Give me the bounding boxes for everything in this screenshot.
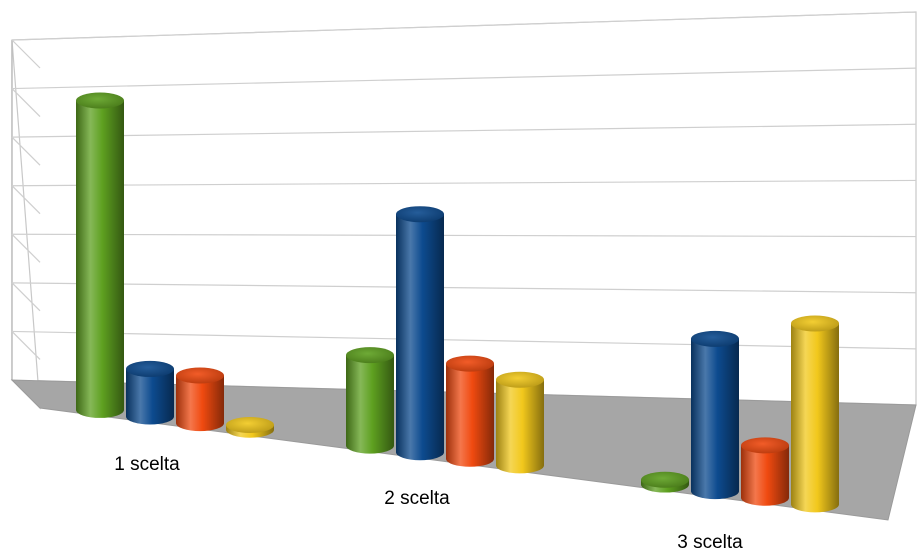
bar-1-1 [76, 92, 124, 418]
category-label: 3 scelta [677, 532, 743, 551]
gridline [11, 330, 917, 350]
gridline [11, 233, 917, 238]
side-gridline [11, 185, 41, 215]
bar-body [741, 445, 789, 506]
bar-3-1 [641, 471, 689, 493]
gridline [11, 179, 917, 187]
side-gridline [11, 88, 41, 117]
side-gridline [11, 39, 41, 69]
bar-top [396, 206, 444, 223]
bar-top [446, 355, 494, 372]
bar-top [346, 347, 394, 364]
bar-3-3 [741, 437, 789, 506]
side-gridline [11, 136, 41, 166]
bar-1-3 [176, 367, 224, 432]
bar-top [641, 471, 689, 488]
bar-body [691, 338, 739, 500]
category-label: 1 scelta [114, 454, 180, 475]
side-gridline [11, 331, 41, 360]
bar-body [126, 368, 174, 425]
bar-3-4 [791, 315, 840, 513]
bar-2-3 [446, 355, 494, 467]
bar-body [76, 100, 124, 418]
bar-top [76, 92, 124, 109]
bar-1-4 [226, 416, 274, 438]
gridline [11, 123, 917, 138]
bar-body [176, 375, 224, 432]
bar-top [126, 360, 174, 377]
bar-2-1 [346, 347, 394, 454]
bar-2-4 [496, 371, 544, 474]
bar-body [496, 379, 544, 474]
category-label: 2 scelta [384, 488, 450, 509]
bar-body [396, 214, 444, 461]
chart-bars [76, 92, 840, 513]
bar-1-2 [126, 360, 174, 425]
bar-top [496, 371, 544, 388]
bar-2-2 [396, 206, 444, 461]
bar-top [176, 367, 224, 384]
gridline [11, 11, 917, 41]
bar-3-2 [691, 330, 739, 500]
gridline [11, 67, 917, 90]
bar-top [741, 437, 789, 454]
bar-body [446, 363, 494, 467]
gridline [11, 282, 917, 294]
side-gridline [11, 233, 41, 263]
category-labels: 1 scelta 2 scelta 3 scelta [114, 454, 743, 551]
side-gridline [11, 282, 41, 312]
bar-top [791, 315, 839, 332]
bar-body [346, 355, 394, 454]
bar-top [691, 330, 739, 347]
bar-body [791, 323, 840, 513]
bar-top [226, 416, 274, 433]
chart-walls [11, 11, 917, 410]
